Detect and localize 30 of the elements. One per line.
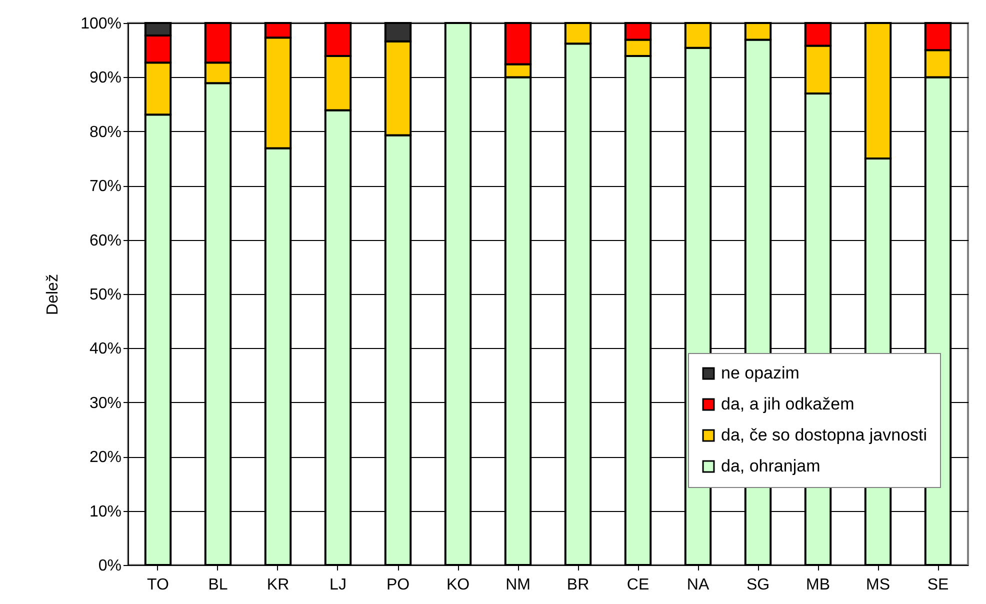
x-tick-label: MS bbox=[866, 576, 890, 594]
x-tick-label: SE bbox=[927, 576, 949, 594]
legend-label: da, ohranjam bbox=[721, 456, 820, 476]
y-tick-label: 70% bbox=[89, 178, 122, 196]
x-tick-label: SG bbox=[746, 576, 770, 594]
y-tick-label: 60% bbox=[89, 232, 122, 250]
x-tick-label: NM bbox=[506, 576, 530, 594]
y-axis-title: Delež bbox=[44, 274, 62, 315]
y-tick-label: 20% bbox=[89, 449, 122, 466]
x-tick-label: PO bbox=[386, 576, 410, 594]
x-tick-label: BL bbox=[208, 576, 228, 594]
y-tick-label: 10% bbox=[89, 503, 122, 520]
x-tick-label: TO bbox=[147, 576, 169, 594]
x-tick-label: KR bbox=[266, 576, 290, 594]
x-tick-label: MB bbox=[806, 576, 830, 594]
y-tick-label: 100% bbox=[80, 16, 122, 32]
y-tick-label: 50% bbox=[89, 286, 122, 304]
y-tick-label: 90% bbox=[89, 70, 122, 87]
x-tick-label: LJ bbox=[330, 576, 346, 594]
x-tick-label: BR bbox=[566, 576, 590, 594]
x-tick-label: KO bbox=[446, 576, 470, 594]
y-tick-label: 0% bbox=[98, 558, 122, 574]
x-tick-label: NA bbox=[686, 576, 710, 594]
y-tick-label: 40% bbox=[89, 340, 122, 358]
legend-label: da, a jih odkažem bbox=[721, 394, 854, 414]
legend-label: ne opazim bbox=[721, 364, 800, 382]
legend-label: da, če so dostopna javnosti bbox=[721, 426, 928, 444]
y-tick-label: 80% bbox=[89, 124, 122, 141]
y-tick-label: 30% bbox=[89, 394, 122, 412]
x-tick-label: CE bbox=[626, 576, 650, 594]
